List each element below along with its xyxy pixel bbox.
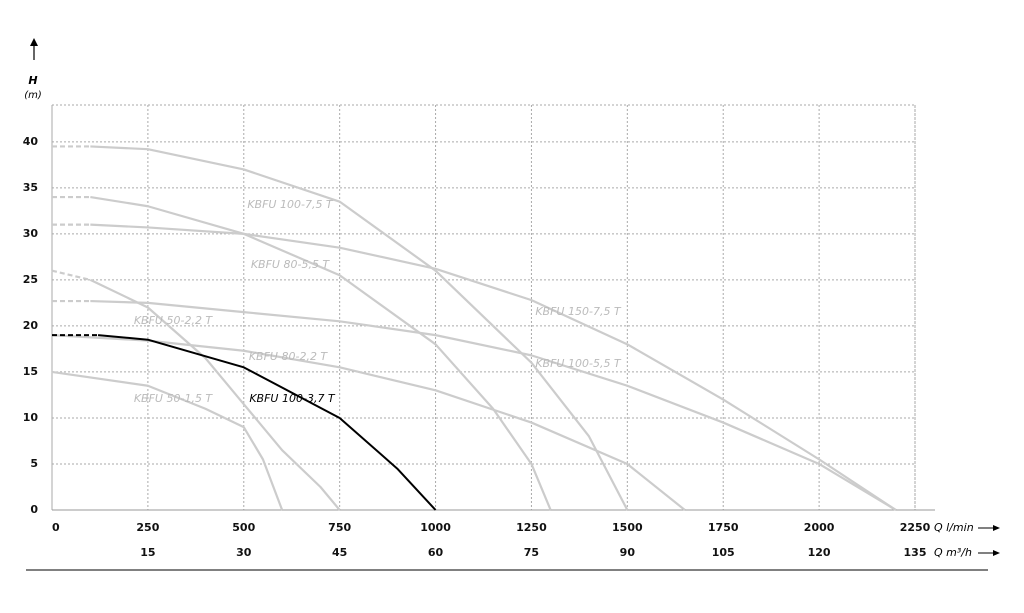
y-tick-label: 20 [23, 319, 39, 332]
curve-label: KBFU 100-7,5 T [247, 198, 334, 211]
curve [97, 334, 437, 511]
curve [90, 223, 897, 511]
curve-label: KBFU 80-5,5 T [251, 258, 331, 271]
curve [89, 278, 341, 511]
y-tick-label: 0 [30, 503, 38, 516]
curve-label: KBFU 100-3,7 T [249, 392, 336, 405]
y-tick-label: 25 [23, 273, 38, 286]
curve [90, 145, 629, 511]
y-arrow-head [30, 38, 38, 46]
x-tick-label: 500 [232, 521, 255, 534]
x-tick-label: 250 [136, 521, 159, 534]
x-tick-label: 1000 [420, 521, 451, 534]
curve-label: KBFU 150-7,5 T [535, 305, 622, 318]
y-label: H [28, 74, 37, 87]
curve-head [51, 269, 91, 281]
y-unit: (m) [24, 90, 42, 101]
curve-label: KBFU 100-5,5 T [535, 357, 622, 370]
curve [51, 370, 284, 511]
x2-tick-label: 75 [524, 546, 539, 559]
curve [90, 299, 897, 511]
x2-label: Q m³/h [934, 546, 972, 559]
x-tick-label: 1250 [516, 521, 547, 534]
x-tick-label: 750 [328, 521, 351, 534]
x2-tick-label: 60 [428, 546, 444, 559]
x2-tick-label: 135 [904, 546, 927, 559]
x2-tick-label: 30 [236, 546, 252, 559]
y-tick-label: 40 [23, 135, 39, 148]
y-tick-label: 10 [23, 411, 39, 424]
x-tick-label: 1750 [708, 521, 739, 534]
x-label: Q l/min [934, 521, 974, 534]
y-tick-label: 35 [23, 181, 38, 194]
y-tick-label: 15 [23, 365, 38, 378]
x-arrow-head [993, 525, 1000, 531]
curve-label: KBFU 50-1,5 T [134, 392, 214, 405]
x2-tick-label: 105 [712, 546, 735, 559]
curve [51, 334, 686, 511]
x2-tick-label: 45 [332, 546, 347, 559]
curve-label: KBFU 80-2,2 T [249, 350, 329, 363]
y-tick-label: 30 [23, 227, 39, 240]
x2-tick-label: 90 [620, 546, 636, 559]
x-tick-label: 1500 [612, 521, 643, 534]
curve [90, 195, 552, 511]
x2-tick-label: 15 [140, 546, 155, 559]
y-tick-label: 5 [30, 457, 38, 470]
x-tick-label: 0 [52, 521, 60, 534]
plot-frame [51, 104, 916, 511]
x2-arrow-head [993, 550, 1000, 556]
x-tick-label: 2000 [804, 521, 835, 534]
x2-tick-label: 120 [808, 546, 831, 559]
curve-label: KBFU 50-2,2 T [134, 314, 214, 327]
x-tick-label: 2250 [900, 521, 931, 534]
